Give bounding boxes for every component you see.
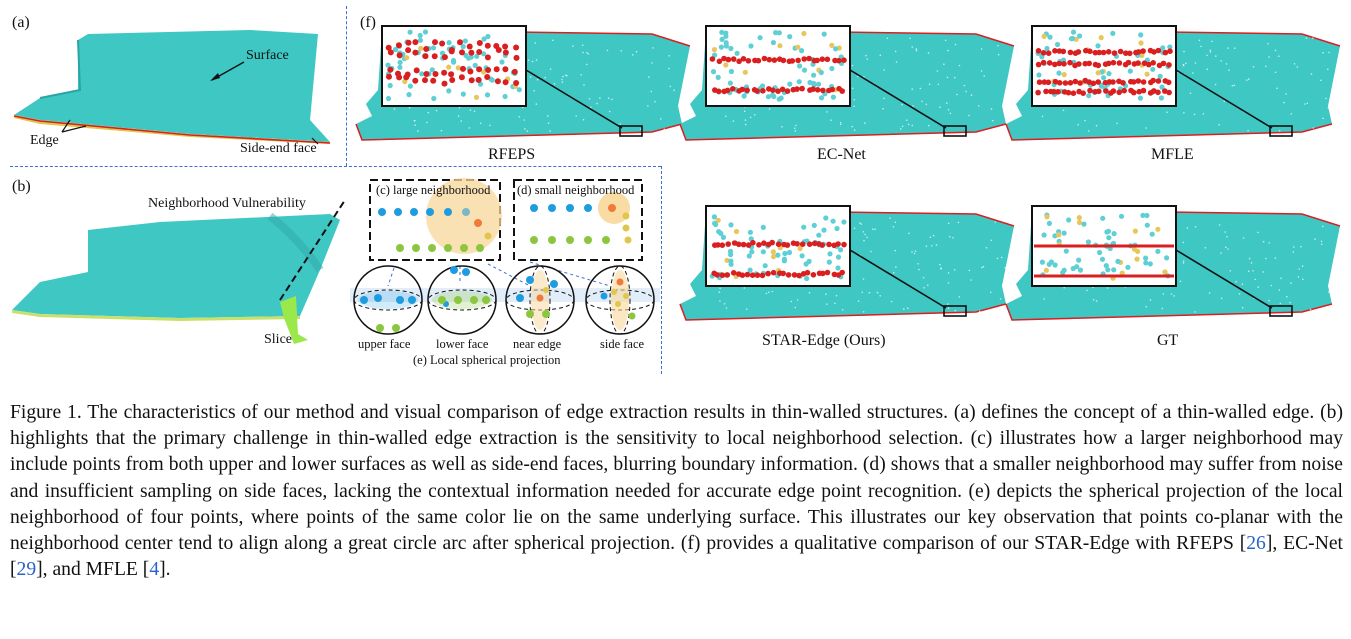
upper-face-label: upper face (358, 337, 411, 351)
lower-face-label: lower face (436, 337, 489, 351)
small-neighborhood-label: (d) small neighborhood (517, 183, 635, 197)
comparison-panel-1 (355, 25, 691, 141)
edge-label: Edge (30, 133, 59, 148)
caption-text-3: ], and MFLE [ (36, 559, 150, 581)
panel-a-label: (a) (12, 14, 30, 31)
comparison-panel-4 (679, 205, 1015, 321)
figure-caption: Figure 1. The characteristics of our met… (10, 400, 1343, 583)
divider-vertical-2 (661, 166, 662, 374)
method-label-4: STAR-Edge (Ours) (762, 332, 886, 349)
local-spherical-projection-label: (e) Local spherical projection (413, 353, 561, 367)
method-label-3: MFLE (1151, 146, 1194, 163)
caption-text-1: Figure 1. The characteristics of our met… (10, 402, 1343, 555)
panel-f-label: (f) (360, 14, 376, 31)
panel-b-wall-slice-illustration (12, 199, 346, 344)
method-label-1: RFEPS (488, 146, 536, 163)
neighborhood-vulnerability-label: Neighborhood Vulnerability (148, 196, 306, 211)
caption-text-2: ], EC-Net [ (10, 533, 1343, 581)
comparison-panel-5 (1005, 205, 1341, 321)
method-label-2: EC-Net (817, 146, 866, 163)
side-face-label: side face (600, 337, 645, 351)
spherical-projections (350, 261, 660, 335)
citation-link-ecnet[interactable]: 29 (16, 559, 37, 581)
surface-label: Surface (246, 48, 289, 63)
caption-text-4: ]. (159, 559, 171, 581)
comparison-panel-3 (1005, 25, 1341, 141)
citation-link-mfle[interactable]: 4 (149, 559, 160, 581)
divider-vertical (346, 6, 347, 166)
divider-horizontal (10, 166, 661, 167)
neighborhood-boxes (369, 178, 643, 261)
large-neighborhood-label: (c) large neighborhood (376, 183, 491, 197)
side-end-face-label: Side-end face (240, 141, 317, 156)
near-edge-label: near edge (513, 337, 562, 351)
panel-b-label: (b) (12, 178, 31, 195)
panel-a-thin-wall-illustration (13, 30, 331, 145)
slice-label: Slice (264, 332, 292, 347)
comparison-panel-2 (679, 25, 1015, 141)
method-label-5: GT (1157, 332, 1179, 349)
citation-link-rfeps[interactable]: 26 (1246, 533, 1266, 555)
